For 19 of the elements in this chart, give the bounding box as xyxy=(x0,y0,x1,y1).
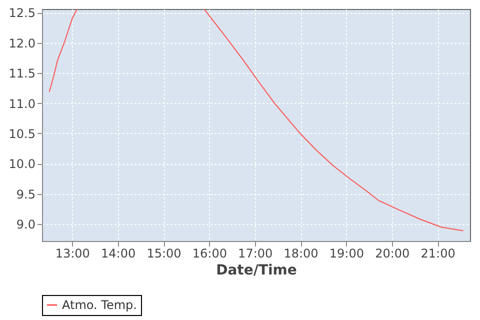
x-tick-label: 19:00 xyxy=(329,246,364,260)
y-tick-label: 9.5 xyxy=(16,187,36,202)
x-tick-label: 21:00 xyxy=(420,246,456,260)
y-tick-label: 11.0 xyxy=(8,96,36,111)
x-tick-label: 15:00 xyxy=(146,246,182,260)
x-tick-label: 17:00 xyxy=(238,246,273,260)
x-tick-label: 14:00 xyxy=(101,246,136,260)
x-tick-label: 18:00 xyxy=(284,246,318,260)
x-tick-label: 20:00 xyxy=(375,246,410,260)
y-tick-label: 9.0 xyxy=(16,218,36,232)
y-tick-label: 11.5 xyxy=(8,66,36,81)
y-tick-label: 10.0 xyxy=(8,157,36,172)
x-tick-label: 16:00 xyxy=(192,246,227,260)
x-tick-label: 13:00 xyxy=(55,246,90,260)
y-tick-label: 12.0 xyxy=(8,36,36,50)
y-tick-label: 10.5 xyxy=(8,126,36,141)
y-tick-label: 12.5 xyxy=(8,6,36,20)
legend-label: Atmo. Temp. xyxy=(62,298,137,312)
x-axis-title: Date/Time xyxy=(216,262,297,278)
